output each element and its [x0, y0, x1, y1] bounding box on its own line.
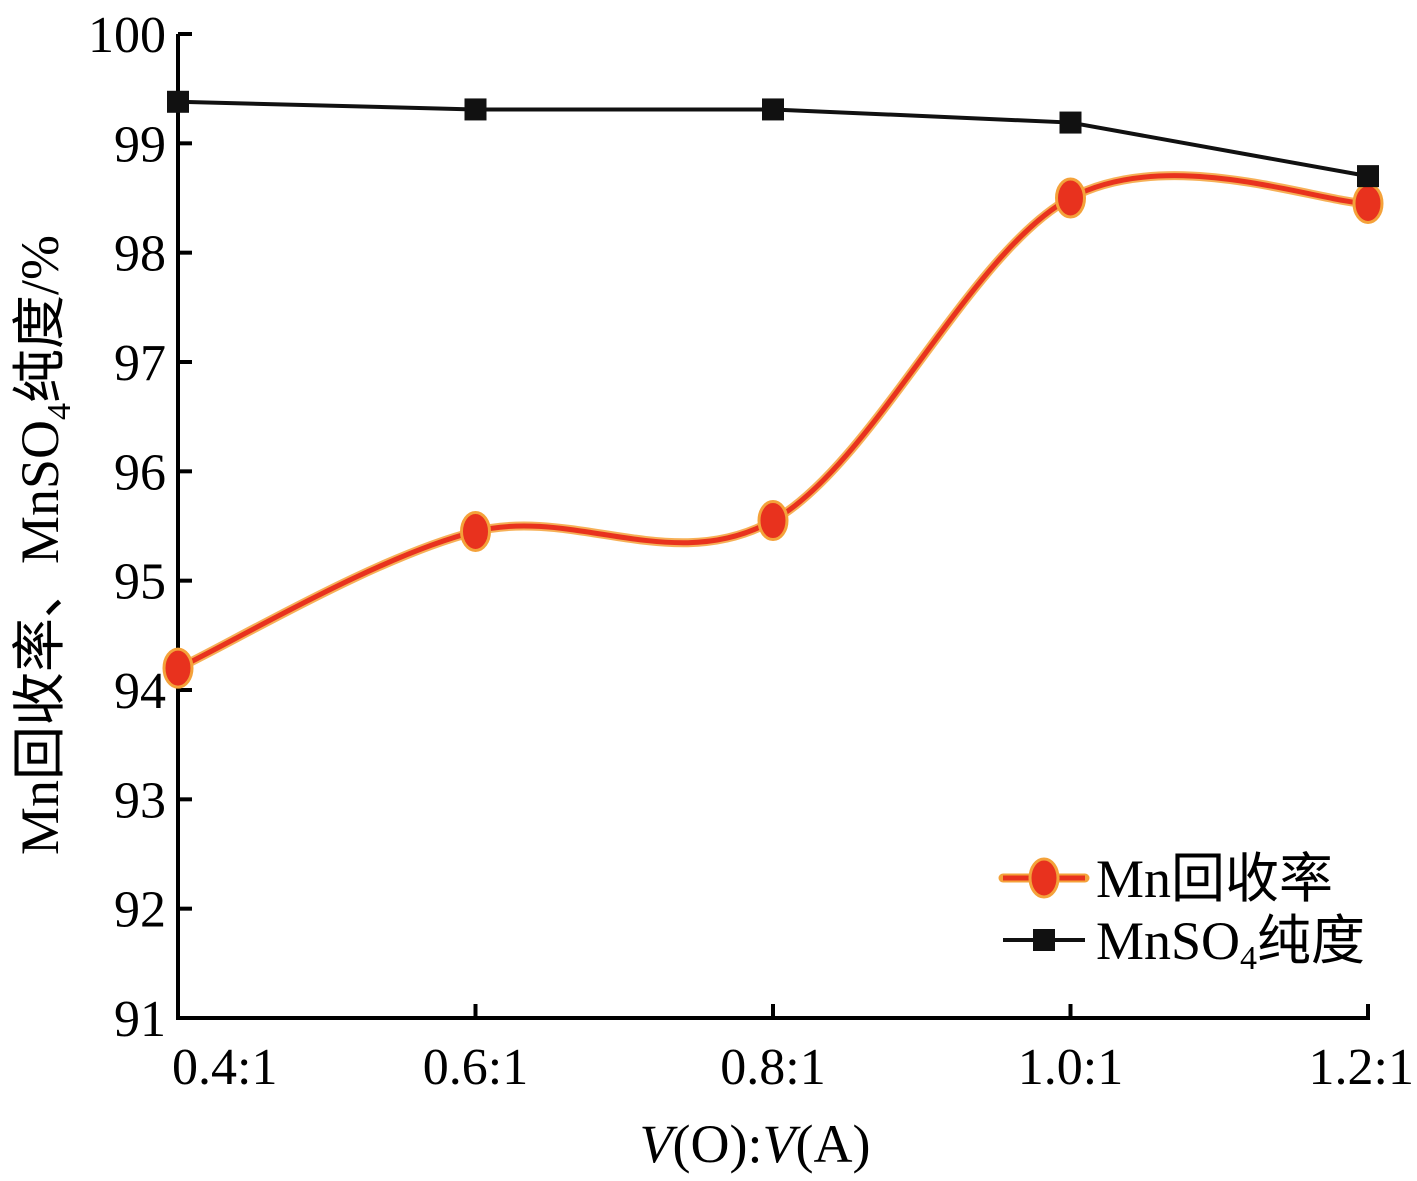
legend-marker [1033, 929, 1055, 951]
y-tick-label: 93 [114, 772, 166, 829]
series-0-halo [173, 171, 1373, 673]
series-0-point [162, 647, 194, 689]
legend-label-text: 纯度 [1257, 911, 1365, 971]
y-axis-title-sub: 4 [41, 403, 78, 420]
y-tick-label: 94 [114, 663, 166, 720]
series-1-point [1059, 111, 1082, 134]
y-tick-label: 99 [114, 116, 166, 173]
legend-label-text: MnSO [1096, 911, 1240, 971]
y-tick-label: 92 [114, 882, 166, 939]
legend-marker [1028, 857, 1060, 899]
y-tick-label: 98 [114, 226, 166, 283]
series-0-line [175, 173, 1371, 671]
y-axis-title-text: Mn回收率、MnSO [10, 420, 70, 855]
legend-label: MnSO4纯度 [1096, 911, 1365, 977]
x-axis-title-part: V [640, 1114, 679, 1174]
x-tick-label: 0.8:1 [720, 1039, 825, 1096]
x-tick-label: 0.4:1 [172, 1039, 277, 1096]
series-layer [173, 99, 1373, 673]
series-1-point [464, 98, 487, 121]
markers-layer [162, 90, 1384, 689]
x-tick-label: 0.6:1 [423, 1039, 528, 1096]
x-axis-title-part: V [763, 1114, 802, 1174]
x-axis-title: V(O):V(A) [640, 1114, 871, 1174]
series-0-point [757, 500, 789, 542]
series-0-point [1055, 177, 1086, 219]
y-axis-title-text: 纯度/% [10, 235, 70, 403]
y-tick-label: 91 [114, 991, 166, 1048]
series-1-point [762, 98, 784, 121]
y-tick-label: 100 [88, 7, 166, 64]
series-0-point [460, 510, 491, 552]
ticks-layer: 91 92 93 94 95 96 97 98 99 100 0.4:1 0.6:1 0.8:1 1.0:… [88, 7, 1414, 1096]
legend-label-sub: 4 [1240, 940, 1257, 977]
series-1-point [167, 90, 189, 113]
y-tick-label: 97 [114, 335, 166, 392]
legend-label: Mn回收率 [1096, 849, 1333, 909]
x-axis-title-part: (O): [673, 1114, 763, 1174]
legend-label-text: Mn回收率 [1096, 849, 1333, 909]
x-tick-label: 1.0:1 [1018, 1039, 1123, 1096]
series-0-point [1352, 182, 1384, 224]
x-tick-label: 1.2:1 [1309, 1039, 1414, 1096]
y-tick-label: 96 [114, 444, 166, 501]
y-axis-title: Mn回收率、MnSO4纯度/% [10, 235, 78, 855]
x-axis-title-part: (A) [796, 1114, 871, 1174]
y-tick-label: 95 [114, 554, 166, 611]
series-1-point [1357, 165, 1379, 188]
